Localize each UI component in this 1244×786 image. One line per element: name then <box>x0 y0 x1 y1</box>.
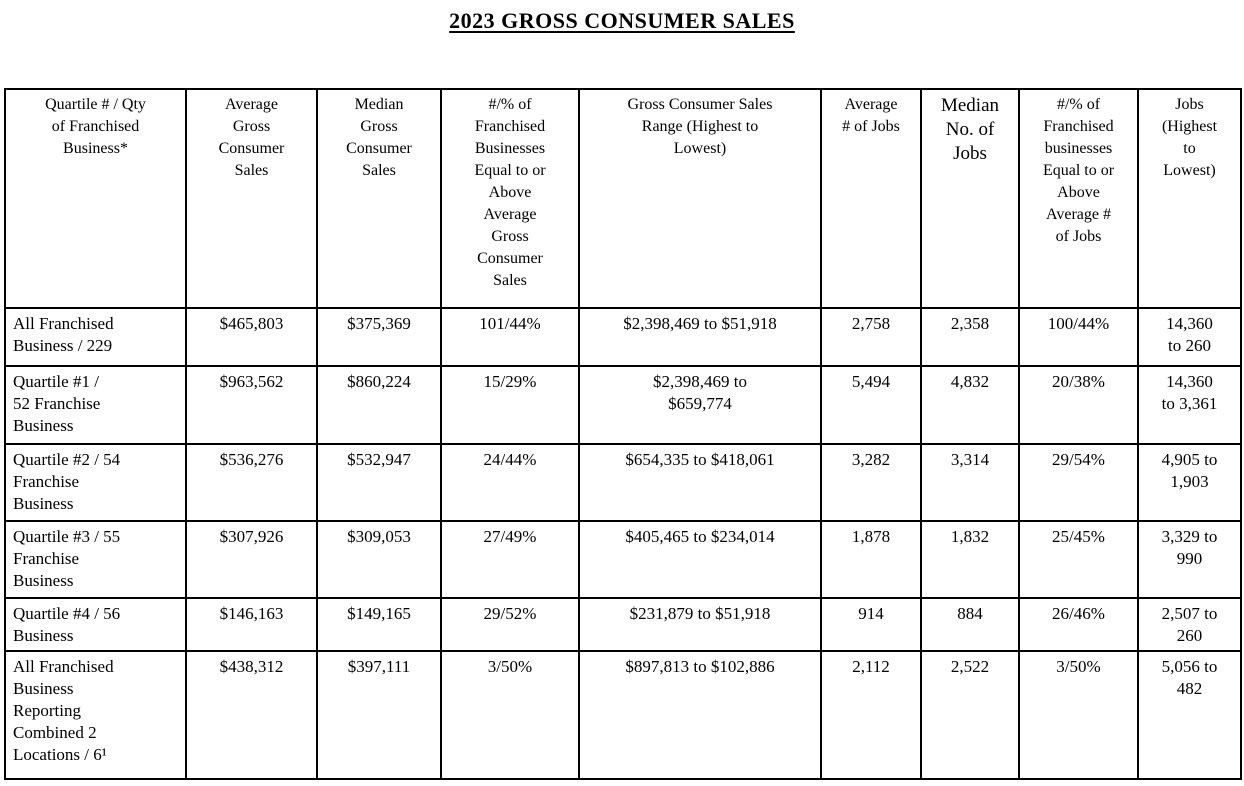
sales-range-cell: $2,398,469 to $51,918 <box>578 307 822 367</box>
jobs-range-cell: 5,056 to 482 <box>1137 650 1242 780</box>
table-row-quartile-3: Quartile #3 / 55 Franchise Business $307… <box>4 520 1242 599</box>
jobs-range-cell: 2,507 to 260 <box>1137 597 1242 652</box>
row-label: All Franchised Business Reporting Combin… <box>4 650 187 780</box>
sales-range-cell: $405,465 to $234,014 <box>578 520 822 599</box>
pct-above-avg-sales-cell: 15/29% <box>440 365 580 445</box>
jobs-range-cell: 4,905 to 1,903 <box>1137 443 1242 522</box>
median-jobs-cell: 1,832 <box>920 520 1020 599</box>
avg-jobs-cell: 914 <box>820 597 922 652</box>
median-jobs-cell: 2,358 <box>920 307 1020 367</box>
avg-jobs-cell: 2,112 <box>820 650 922 780</box>
jobs-range-cell: 3,329 to 990 <box>1137 520 1242 599</box>
table-header-row: Quartile # / Qty of Franchised Business*… <box>4 88 1242 309</box>
avg-jobs-cell: 1,878 <box>820 520 922 599</box>
median-jobs-cell: 3,314 <box>920 443 1020 522</box>
median-gross-sales-cell: $375,369 <box>316 307 442 367</box>
header-sales-range: Gross Consumer Sales Range (Highest to L… <box>578 88 822 309</box>
avg-gross-sales-cell: $146,163 <box>185 597 318 652</box>
row-label: Quartile #4 / 56 Business <box>4 597 187 652</box>
avg-gross-sales-cell: $536,276 <box>185 443 318 522</box>
avg-jobs-cell: 3,282 <box>820 443 922 522</box>
header-median-gross-sales: Median Gross Consumer Sales <box>316 88 442 309</box>
avg-gross-sales-cell: $963,562 <box>185 365 318 445</box>
pct-above-avg-jobs-cell: 3/50% <box>1018 650 1139 780</box>
row-label: All Franchised Business / 229 <box>4 307 187 367</box>
table-row-quartile-1: Quartile #1 / 52 Franchise Business $963… <box>4 365 1242 445</box>
median-jobs-cell: 2,522 <box>920 650 1020 780</box>
header-jobs-range: Jobs (Highest to Lowest) <box>1137 88 1242 309</box>
jobs-range-cell: 14,360 to 260 <box>1137 307 1242 367</box>
median-gross-sales-cell: $860,224 <box>316 365 442 445</box>
table-row-combined-locations: All Franchised Business Reporting Combin… <box>4 650 1242 780</box>
header-pct-above-average-jobs: #/% of Franchised businesses Equal to or… <box>1018 88 1139 309</box>
table-row-all-franchised: All Franchised Business / 229 $465,803 $… <box>4 307 1242 367</box>
sales-range-cell: $231,879 to $51,918 <box>578 597 822 652</box>
median-gross-sales-cell: $309,053 <box>316 520 442 599</box>
median-gross-sales-cell: $397,111 <box>316 650 442 780</box>
sales-range-cell: $897,813 to $102,886 <box>578 650 822 780</box>
pct-above-avg-jobs-cell: 100/44% <box>1018 307 1139 367</box>
median-gross-sales-cell: $149,165 <box>316 597 442 652</box>
pct-above-avg-sales-cell: 3/50% <box>440 650 580 780</box>
avg-gross-sales-cell: $307,926 <box>185 520 318 599</box>
table-row-quartile-2: Quartile #2 / 54 Franchise Business $536… <box>4 443 1242 522</box>
row-label: Quartile #2 / 54 Franchise Business <box>4 443 187 522</box>
pct-above-avg-sales-cell: 24/44% <box>440 443 580 522</box>
median-jobs-cell: 4,832 <box>920 365 1020 445</box>
pct-above-avg-jobs-cell: 20/38% <box>1018 365 1139 445</box>
row-label: Quartile #1 / 52 Franchise Business <box>4 365 187 445</box>
header-quartile: Quartile # / Qty of Franchised Business* <box>4 88 187 309</box>
row-label: Quartile #3 / 55 Franchise Business <box>4 520 187 599</box>
avg-jobs-cell: 2,758 <box>820 307 922 367</box>
pct-above-avg-jobs-cell: 26/46% <box>1018 597 1139 652</box>
sales-range-cell: $654,335 to $418,061 <box>578 443 822 522</box>
header-average-jobs: Average # of Jobs <box>820 88 922 309</box>
pct-above-avg-sales-cell: 29/52% <box>440 597 580 652</box>
median-jobs-cell: 884 <box>920 597 1020 652</box>
median-gross-sales-cell: $532,947 <box>316 443 442 522</box>
header-median-jobs: Median No. of Jobs <box>920 88 1020 309</box>
page-title-text: 2023 GROSS CONSUMER SALES <box>449 8 795 33</box>
jobs-range-cell: 14,360 to 3,361 <box>1137 365 1242 445</box>
header-pct-above-average-sales: #/% of Franchised Businesses Equal to or… <box>440 88 580 309</box>
avg-gross-sales-cell: $465,803 <box>185 307 318 367</box>
header-average-gross-sales: Average Gross Consumer Sales <box>185 88 318 309</box>
pct-above-avg-sales-cell: 27/49% <box>440 520 580 599</box>
avg-gross-sales-cell: $438,312 <box>185 650 318 780</box>
gross-consumer-sales-table: Quartile # / Qty of Franchised Business*… <box>4 88 1242 780</box>
pct-above-avg-jobs-cell: 29/54% <box>1018 443 1139 522</box>
page-title: 2023 GROSS CONSUMER SALES <box>0 8 1244 34</box>
pct-above-avg-sales-cell: 101/44% <box>440 307 580 367</box>
avg-jobs-cell: 5,494 <box>820 365 922 445</box>
pct-above-avg-jobs-cell: 25/45% <box>1018 520 1139 599</box>
sales-range-cell: $2,398,469 to $659,774 <box>578 365 822 445</box>
table-row-quartile-4: Quartile #4 / 56 Business $146,163 $149,… <box>4 597 1242 652</box>
